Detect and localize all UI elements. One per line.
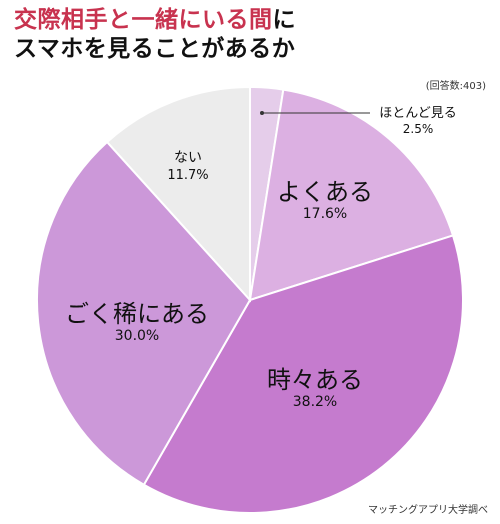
leader-dot [260,111,264,115]
title-accent: 交際相手と一緒にいる間 [14,7,273,33]
title-line2: スマホを見ることがあるか [14,36,296,62]
pie-slice-4 [105,85,251,303]
source-credit: マッチングアプリ大学調べ [368,505,488,516]
slice-label-3: ごく稀にある [65,300,209,328]
pie-slice-1 [248,88,455,302]
slice-label-0: ほとんど見る [379,106,457,121]
slice-value-4: 11.7% [167,168,208,183]
slice-value-0: 2.5% [403,122,434,136]
slice-value-2: 38.2% [293,394,337,410]
response-count: (回答数:403) [425,81,486,92]
slice-label-1: よくある [277,178,373,206]
slice-label-2: 時々ある [267,366,363,394]
title-suffix: に [272,7,296,33]
slice-value-1: 17.6% [303,206,347,222]
pie-slice-2 [142,234,464,514]
slice-value-3: 30.0% [115,328,159,344]
slice-label-4: ない [174,150,202,166]
pie-slice-3 [35,140,252,487]
chart-title: 交際相手と一緒にいる間に スマホを見ることがあるか [14,6,296,64]
